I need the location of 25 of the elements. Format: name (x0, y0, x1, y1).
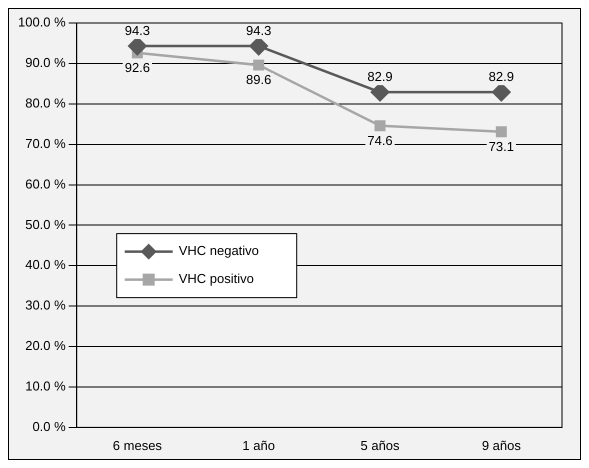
y-tick-label: 100.0 % (18, 14, 66, 30)
y-tick-label: 30.0 % (25, 298, 66, 313)
legend-label: VHC negativo (178, 243, 259, 258)
data-label: 82.9 (367, 69, 393, 84)
y-tick-label: 10.0 % (25, 378, 66, 394)
data-label: 74.6 (367, 132, 393, 148)
data-label: 94.3 (124, 23, 150, 38)
y-tick-label: 0.0 % (32, 418, 66, 434)
y-tick-label: 90.0 % (25, 55, 66, 70)
y-tick-label: 60.0 % (25, 176, 66, 192)
data-label: 92.6 (124, 60, 150, 76)
legend-label: VHC positivo (178, 271, 254, 286)
data-label: 82.9 (488, 69, 514, 84)
data-label: 94.3 (246, 23, 272, 38)
x-tick-label: 5 años (360, 438, 400, 453)
y-tick-label: 50.0 % (25, 216, 66, 232)
y-tick-label: 40.0 % (25, 257, 66, 272)
y-tick-label: 80.0 % (25, 95, 66, 110)
x-tick-label: 9 años (482, 438, 522, 453)
data-label: 73.1 (488, 138, 514, 154)
data-label: 89.6 (246, 72, 272, 88)
y-tick-label: 70.0 % (25, 136, 66, 151)
x-tick-label: 1 año (242, 438, 275, 453)
x-tick-label: 6 meses (112, 438, 162, 453)
y-tick-label: 20.0 % (25, 338, 66, 354)
